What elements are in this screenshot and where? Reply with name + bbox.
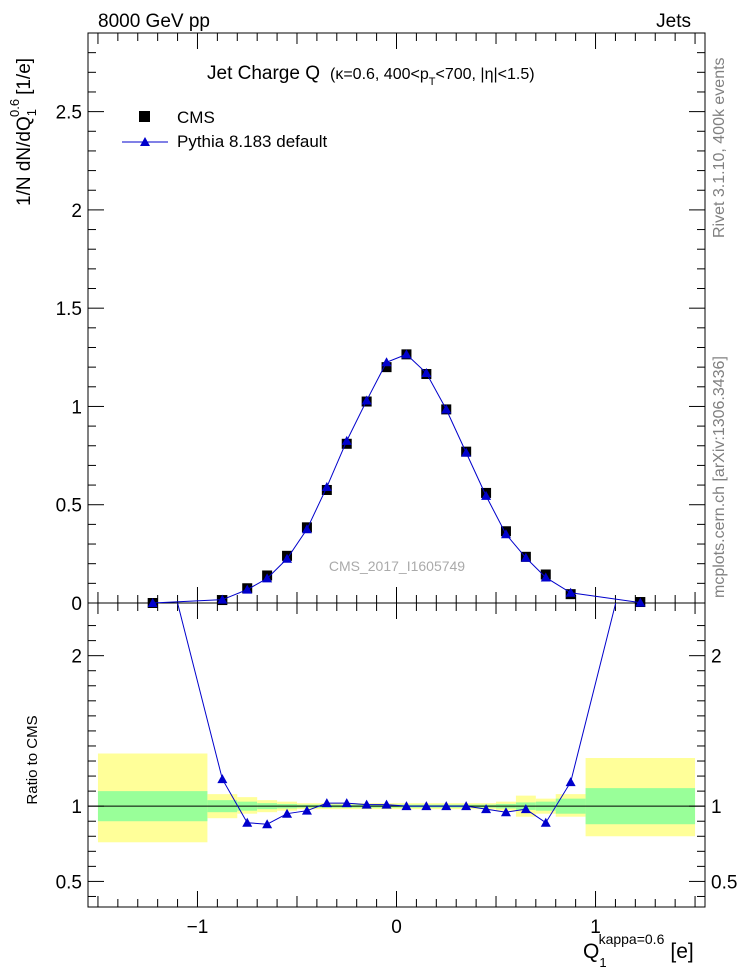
main-ylabel: 1/N dN/dQ10.6 [1/e] <box>7 58 39 206</box>
pythia-point <box>147 598 158 607</box>
main-ytick-label: 1 <box>71 397 82 418</box>
svg-text:1/N dN/dQ10.6[1/e]: 1/N dN/dQ10.6 [1/e] <box>7 58 39 206</box>
main-ylabel-text: 1/N dN/dQ <box>14 116 35 206</box>
ratio-pythia-point <box>441 801 452 811</box>
pythia-line <box>152 353 641 604</box>
xtick-label: −1 <box>187 917 209 938</box>
ratio-ytick-label: 0.5 <box>56 872 82 893</box>
ratio-pythia-point <box>381 799 392 809</box>
main-title-main: Jet Charge Q <box>207 63 320 84</box>
ratio-pythia-point <box>282 808 293 818</box>
legend-label-pythia: Pythia 8.183 default <box>177 132 328 151</box>
ratio-ytick-label-right: 1 <box>711 797 722 818</box>
ratio-pythia-point <box>217 774 228 784</box>
main-ytick-label: 2 <box>71 201 82 222</box>
ratio-pythia-point <box>341 798 352 808</box>
main-title: Jet Charge Q (κ=0.6, 400<pT<700, |η|<1.5) <box>207 63 535 88</box>
main-series-layer <box>147 349 646 608</box>
main-ytick-label: 0.5 <box>56 496 82 517</box>
legend-marker-cms <box>139 111 150 122</box>
x-axis-label-sup: kappa=0.6 <box>599 931 665 947</box>
pythia-point <box>481 490 492 500</box>
pythia-point <box>341 435 352 445</box>
pythia-point <box>361 395 372 405</box>
pythia-point <box>262 573 273 583</box>
ratio-pythia-point <box>242 817 253 827</box>
pythia-point <box>441 404 452 414</box>
main-ytick-label: 1.5 <box>56 299 82 320</box>
main-title-sub-T: T <box>429 76 436 88</box>
xtick-label: 0 <box>391 917 402 938</box>
main-ylabel-sub: 1 <box>24 109 39 116</box>
pythia-point <box>282 553 293 563</box>
pythia-point <box>461 447 472 457</box>
pythia-point <box>301 524 312 534</box>
ratio-pythia-point <box>301 805 312 815</box>
ratio-pythia-line <box>177 603 617 825</box>
main-ytick-label: 0 <box>71 594 82 615</box>
pythia-point <box>217 594 228 604</box>
ratio-pythia-point <box>421 801 432 811</box>
ratio-ytick-label-right: 2 <box>711 647 722 668</box>
ratio-ytick-label: 2 <box>71 647 82 668</box>
legend: CMS Pythia 8.183 default <box>122 108 328 151</box>
svg-text:Q1kappa=0.6[e]: Q1 kappa=0.6 [e] <box>583 931 694 970</box>
pythia-point <box>540 572 551 582</box>
ratio-pythia-point <box>540 817 551 827</box>
main-ytick-label: 2.5 <box>56 103 82 124</box>
ratio-pythia-point <box>500 807 511 817</box>
ratio-ylabel: Ratio to CMS <box>24 715 41 804</box>
ratio-series-layer <box>177 603 617 829</box>
legend-marker-pythia <box>140 137 150 146</box>
x-axis-label-sub: 1 <box>599 955 606 970</box>
pythia-point <box>520 552 531 562</box>
pythia-point <box>321 482 332 492</box>
ratio-ytick-label: 1 <box>71 797 82 818</box>
main-ylabel-unit: [1/e] <box>14 58 35 95</box>
ratio-pythia-point <box>481 804 492 814</box>
ratio-bands-layer <box>88 753 705 843</box>
pythia-point <box>242 584 253 594</box>
main-axis-ticks: 0 0.5 1 1.5 2 2.5 <box>56 33 705 615</box>
ratio-pythia-point <box>401 801 412 811</box>
x-axis-label: Q1 kappa=0.6 [e] <box>583 931 694 970</box>
analysis-watermark: CMS_2017_I1605749 <box>329 558 465 574</box>
ratio-pythia-point <box>262 819 273 829</box>
x-axis-label-main: Q <box>583 940 599 963</box>
ratio-pythia-point <box>520 804 531 814</box>
ratio-pythia-point <box>321 798 332 808</box>
pythia-point <box>635 597 646 607</box>
ratio-series-clip <box>177 603 617 829</box>
header-right-label: Jets <box>656 11 691 32</box>
rivet-version-label: Rivet 3.1.10, 400k events <box>711 57 728 238</box>
pythia-point <box>401 349 412 359</box>
ratio-pythia-point <box>565 777 576 787</box>
pythia-point <box>500 529 511 539</box>
ratio-axis-ticks: 0.5 0.5 1 1 2 2 −1 0 1 <box>56 603 737 938</box>
x-axis-label-unit: [e] <box>670 940 693 963</box>
pythia-point <box>565 587 576 597</box>
ratio-pythia-point <box>361 799 372 809</box>
pythia-point <box>421 368 432 378</box>
ratio-pythia-point <box>461 801 472 811</box>
legend-label-cms: CMS <box>177 108 215 127</box>
mcplots-source-label: mcplots.cern.ch [arXiv:1306.3436] <box>711 356 728 598</box>
ratio-ytick-label-right: 0.5 <box>711 872 737 893</box>
xtick-label: 1 <box>590 917 601 938</box>
header-left-label: 8000 GeV pp <box>98 11 210 32</box>
cms-point <box>381 362 392 373</box>
main-ylabel-sup: 0.6 <box>7 99 22 117</box>
pythia-point <box>381 357 392 367</box>
main-title-sub: (κ=0.6, 400<p <box>330 66 429 83</box>
main-title-sub-rest: <700, |η|<1.5) <box>435 66 534 83</box>
